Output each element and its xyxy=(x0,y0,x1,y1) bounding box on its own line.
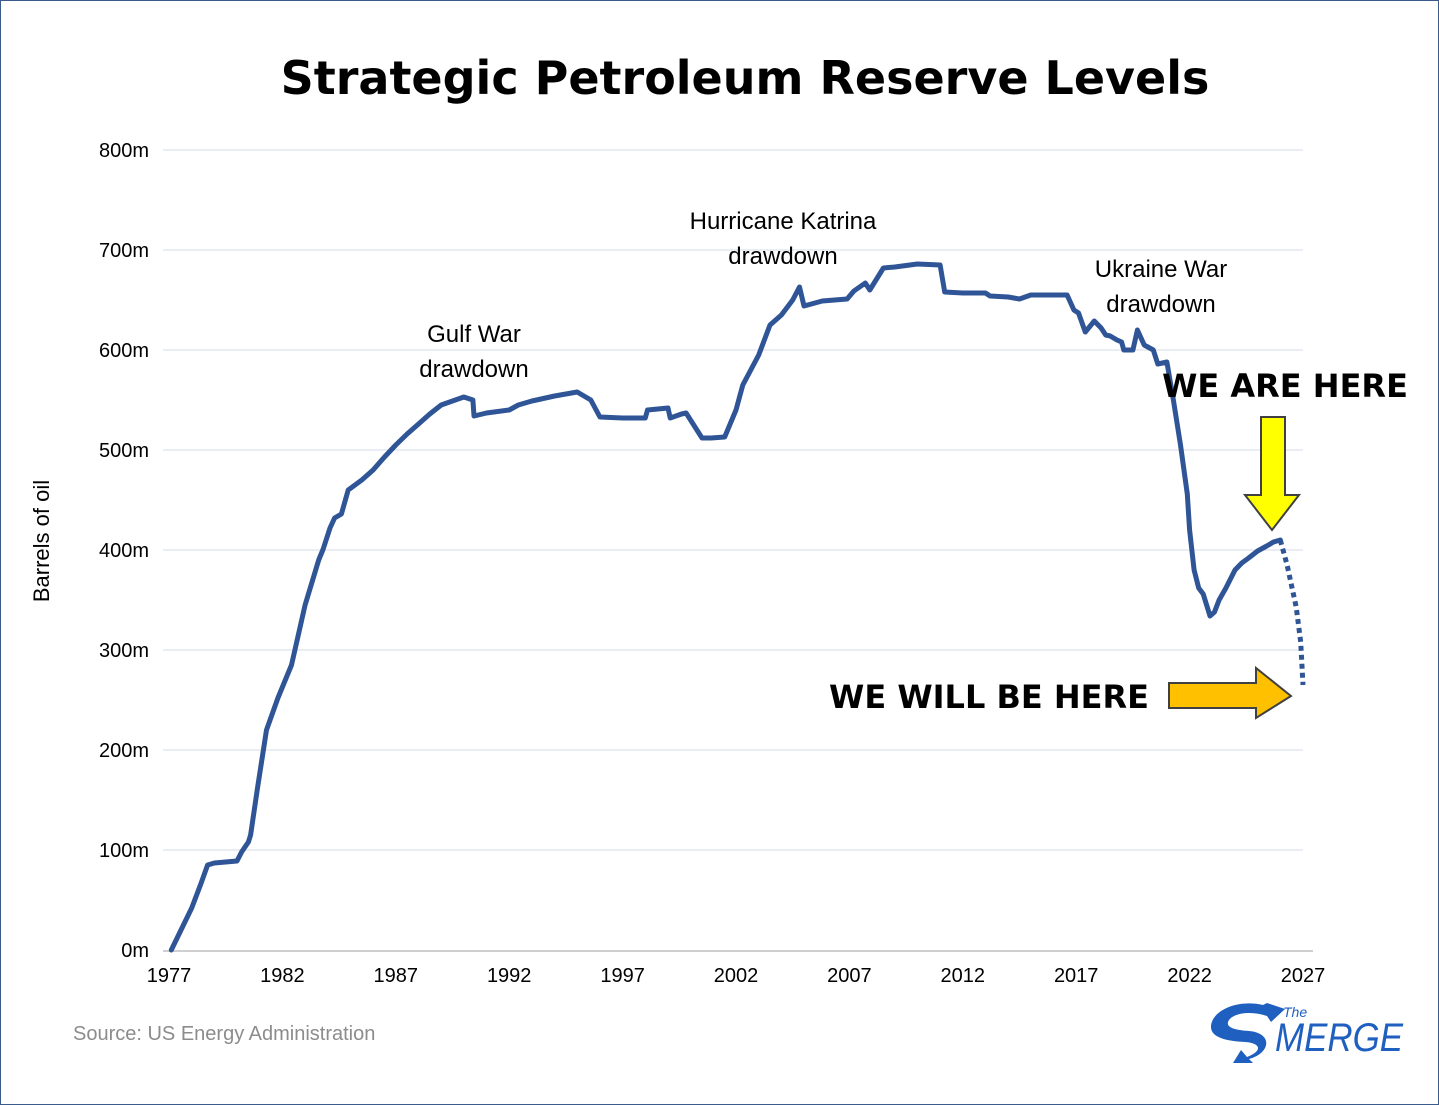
series-line-projection xyxy=(1277,539,1306,686)
x-tick-label: 1987 xyxy=(374,965,419,987)
y-tick-label: 500m xyxy=(99,440,149,462)
y-tick-label: 700m xyxy=(99,240,149,262)
annotation-ukraine-line1: Ukraine War xyxy=(1095,256,1227,283)
annotation-ukraine-line2: drawdown xyxy=(1106,291,1215,318)
y-tick-label: 0m xyxy=(121,940,149,962)
y-tick-label: 100m xyxy=(99,840,149,862)
logo-merge: MERGE xyxy=(1275,1016,1404,1060)
x-tick-label: 2022 xyxy=(1167,965,1212,987)
x-tick-label: 2007 xyxy=(827,965,872,987)
chart-title: Strategic Petroleum Reserve Levels xyxy=(281,51,1210,105)
y-tick-label: 200m xyxy=(99,740,149,762)
series-line-spr-level xyxy=(168,261,1283,953)
x-tick-label: 1982 xyxy=(260,965,305,987)
source-note: Source: US Energy Administration xyxy=(73,1023,375,1045)
annotation-katrina-line2: drawdown xyxy=(728,243,837,270)
logo-the: The xyxy=(1283,1004,1307,1020)
y-tick-label: 300m xyxy=(99,640,149,662)
merge-swirl-icon xyxy=(1211,1003,1285,1063)
y-axis-label: Barrels of oil xyxy=(29,480,54,602)
x-tick-label: 2017 xyxy=(1054,965,1099,987)
y-axis-ticks: 0m 100m 200m 300m 400m 500m 600m 700m 800m xyxy=(99,140,149,962)
gridlines xyxy=(163,149,1303,851)
annotation-gulf-war-line1: Gulf War xyxy=(427,321,521,348)
y-tick-label: 600m xyxy=(99,340,149,362)
annotation-katrina-line1: Hurricane Katrina xyxy=(690,208,877,235)
annotation-gulf-war-line2: drawdown xyxy=(419,356,528,383)
down-arrow-icon xyxy=(1242,416,1302,532)
callout-we-are-here: WE ARE HERE xyxy=(1162,367,1408,405)
right-arrow-icon xyxy=(1168,665,1293,720)
x-tick-label: 2027 xyxy=(1281,965,1326,987)
merge-logo: The MERGE xyxy=(1211,1003,1404,1063)
y-tick-label: 800m xyxy=(99,140,149,162)
x-axis-ticks: 1977 1982 1987 1992 1997 2002 2007 2012 2017 2022… xyxy=(147,965,1326,987)
x-tick-label: 2012 xyxy=(941,965,986,987)
x-tick-label: 1992 xyxy=(487,965,532,987)
y-tick-label: 400m xyxy=(99,540,149,562)
x-tick-label: 2002 xyxy=(714,965,759,987)
series-group xyxy=(168,261,1306,953)
callout-we-will-be-here: WE WILL BE HERE xyxy=(829,678,1149,716)
x-tick-label: 1977 xyxy=(147,965,192,987)
x-tick-label: 1997 xyxy=(600,965,645,987)
